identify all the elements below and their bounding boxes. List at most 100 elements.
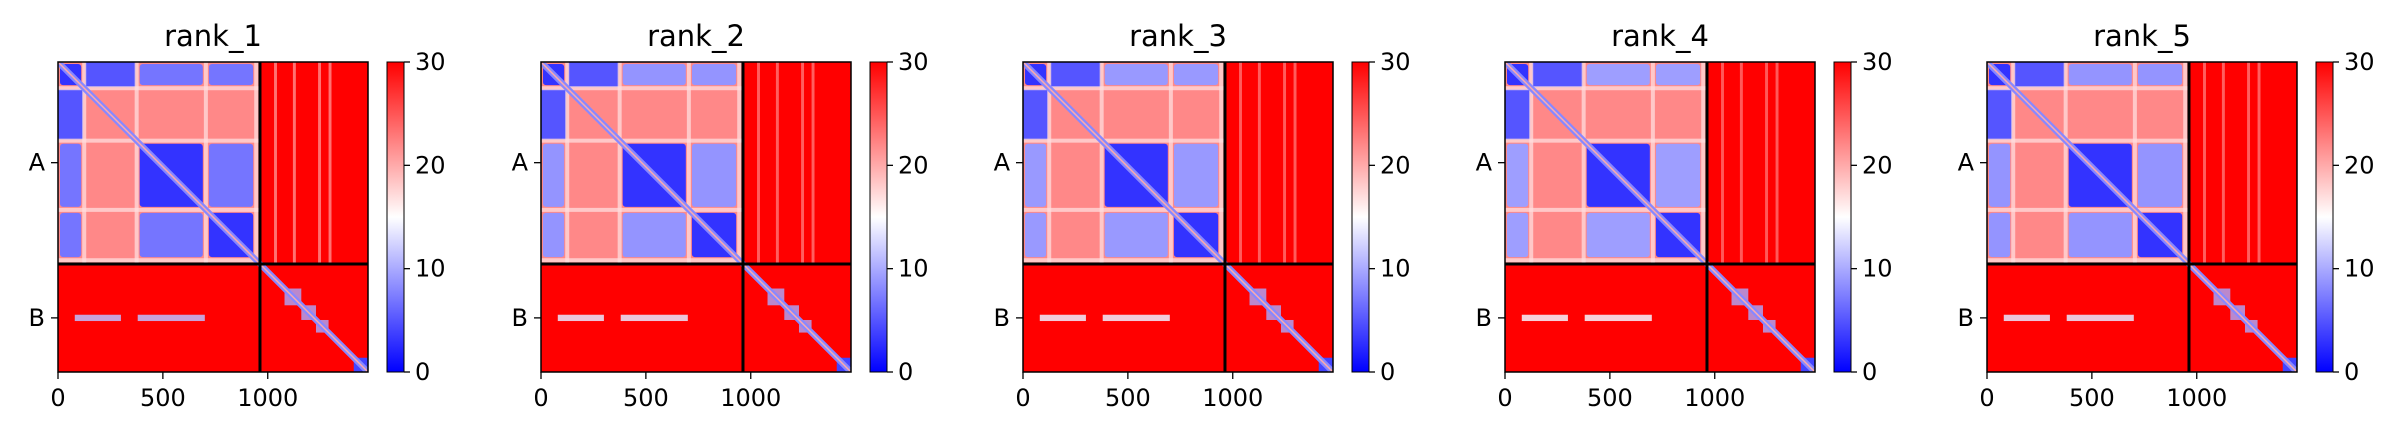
domain-block <box>60 143 82 207</box>
cross-chain-stripe <box>274 62 277 264</box>
separator-stripe <box>58 86 260 91</box>
cross-chain-band <box>1039 314 1086 322</box>
cross-chain-band <box>620 314 688 322</box>
x-tick-label: 1000 <box>1202 384 1263 412</box>
colorbar-tick-label: 30 <box>898 48 929 76</box>
domain-block <box>1025 212 1047 258</box>
colorbar <box>1833 61 1852 373</box>
cross-chain-stripe <box>2247 62 2251 264</box>
colorbar-tick-label: 20 <box>415 151 446 179</box>
x-tick-label: 500 <box>1587 384 1633 412</box>
axes-frame <box>57 61 369 373</box>
x-tick-label: 500 <box>140 384 186 412</box>
cross-chain-stripe <box>2221 62 2225 264</box>
separator-stripe <box>1505 258 1707 263</box>
separator-stripe <box>1023 86 1225 91</box>
cross-chain-stripe <box>2203 62 2206 264</box>
colorbar <box>2315 61 2334 373</box>
separator-stripe <box>1505 138 1707 143</box>
y-tick-label: B <box>994 304 1010 332</box>
separator-stripe <box>1168 62 1173 264</box>
separator-stripe <box>1023 258 1225 263</box>
colorbar-tick-label: 20 <box>2344 151 2375 179</box>
cross-chain-band <box>2003 314 2050 322</box>
separator-stripe <box>1219 62 1224 264</box>
domain-block <box>2068 64 2132 86</box>
colorbar-tick-label: 0 <box>1862 358 1877 386</box>
panel-rank_1: rank_1 0 500 1000 A B 0 10 20 30 <box>29 19 446 412</box>
separator-stripe <box>58 138 260 143</box>
domain-block <box>2137 143 2183 207</box>
colorbar-tick-label: 10 <box>415 255 446 283</box>
domain-block <box>691 143 737 207</box>
separator-stripe <box>1987 258 2189 263</box>
x-tick-label: 500 <box>623 384 669 412</box>
colorbar-tick-label: 30 <box>1862 48 1893 76</box>
cross-chain-stripe <box>801 62 805 264</box>
domain-block <box>1505 89 1531 140</box>
separator-stripe <box>1047 62 1052 264</box>
separator-stripe <box>686 62 691 264</box>
y-tick-label: A <box>512 149 529 177</box>
separator-stripe <box>541 258 743 263</box>
panel-rank_4: rank_4 0 500 1000 A B 0 10 20 30 <box>1476 19 1893 412</box>
domain-block <box>543 212 565 258</box>
cross-chain-band <box>557 314 604 322</box>
x-tick-label: 0 <box>1979 384 1994 412</box>
y-tick-label: A <box>1476 149 1493 177</box>
domain-block <box>1025 143 1047 207</box>
domain-block <box>1655 143 1701 207</box>
colorbar-tick-label: 0 <box>415 358 430 386</box>
heatmap-rank_4 <box>1505 62 1815 372</box>
x-tick-label: 1000 <box>720 384 781 412</box>
panel-rank_2: rank_2 0 500 1000 A B 0 10 20 30 <box>512 19 929 412</box>
heatmap-rank_3 <box>1023 62 1333 372</box>
domain-block <box>1586 64 1650 86</box>
separator-stripe <box>1529 62 1534 264</box>
separator-stripe <box>1023 138 1225 143</box>
domain-block <box>2068 212 2132 258</box>
domain-block <box>1507 212 1529 258</box>
separator-stripe <box>1987 138 2189 143</box>
x-tick-label: 0 <box>50 384 65 412</box>
panel-title: rank_2 <box>647 19 745 53</box>
cross-chain-band <box>2066 314 2134 322</box>
diagonal-line <box>1987 62 2297 372</box>
panel-title: rank_3 <box>1129 19 1227 53</box>
cross-chain-band <box>1521 314 1568 322</box>
colorbar-tick-label: 0 <box>1380 358 1395 386</box>
y-tick-label: B <box>512 304 528 332</box>
colorbar-tick-label: 20 <box>1862 151 1893 179</box>
x-tick-label: 1000 <box>1684 384 1745 412</box>
domain-block <box>568 62 619 88</box>
separator-stripe <box>1505 207 1707 212</box>
y-tick-label: B <box>1958 304 1974 332</box>
domain-block <box>1104 64 1168 86</box>
y-tick-label: A <box>1958 149 1975 177</box>
separator-stripe <box>737 62 742 264</box>
cross-chain-stripe <box>1293 62 1297 264</box>
axes-frame <box>1022 61 1334 373</box>
separator-stripe <box>541 138 743 143</box>
panel-rank_3: rank_3 0 500 1000 A B 0 10 20 30 <box>994 19 1411 412</box>
colorbar-tick-label: 10 <box>1862 255 1893 283</box>
cross-chain-stripe <box>1283 62 1287 264</box>
y-tick-label: A <box>994 149 1011 177</box>
domain-block <box>1507 143 1529 207</box>
diagonal-line <box>1023 62 1333 372</box>
separator-stripe <box>1987 207 2189 212</box>
diagonal-line <box>58 62 368 372</box>
cross-chain-stripe <box>757 62 760 264</box>
heatmap-rank_2 <box>541 62 851 372</box>
panel-rank_5: rank_5 0 500 1000 A B 0 10 20 30 <box>1958 19 2375 412</box>
cross-chain-stripe <box>292 62 296 264</box>
separator-stripe <box>1701 62 1706 264</box>
colorbar-tick-label: 10 <box>2344 255 2375 283</box>
cross-chain-stripe <box>1739 62 1743 264</box>
separator-stripe <box>254 62 259 264</box>
domain-block <box>1586 212 1650 258</box>
colorbar-tick-label: 20 <box>1380 151 1411 179</box>
x-tick-label: 0 <box>1015 384 1030 412</box>
domain-block <box>85 62 136 88</box>
colorbar <box>869 61 888 373</box>
